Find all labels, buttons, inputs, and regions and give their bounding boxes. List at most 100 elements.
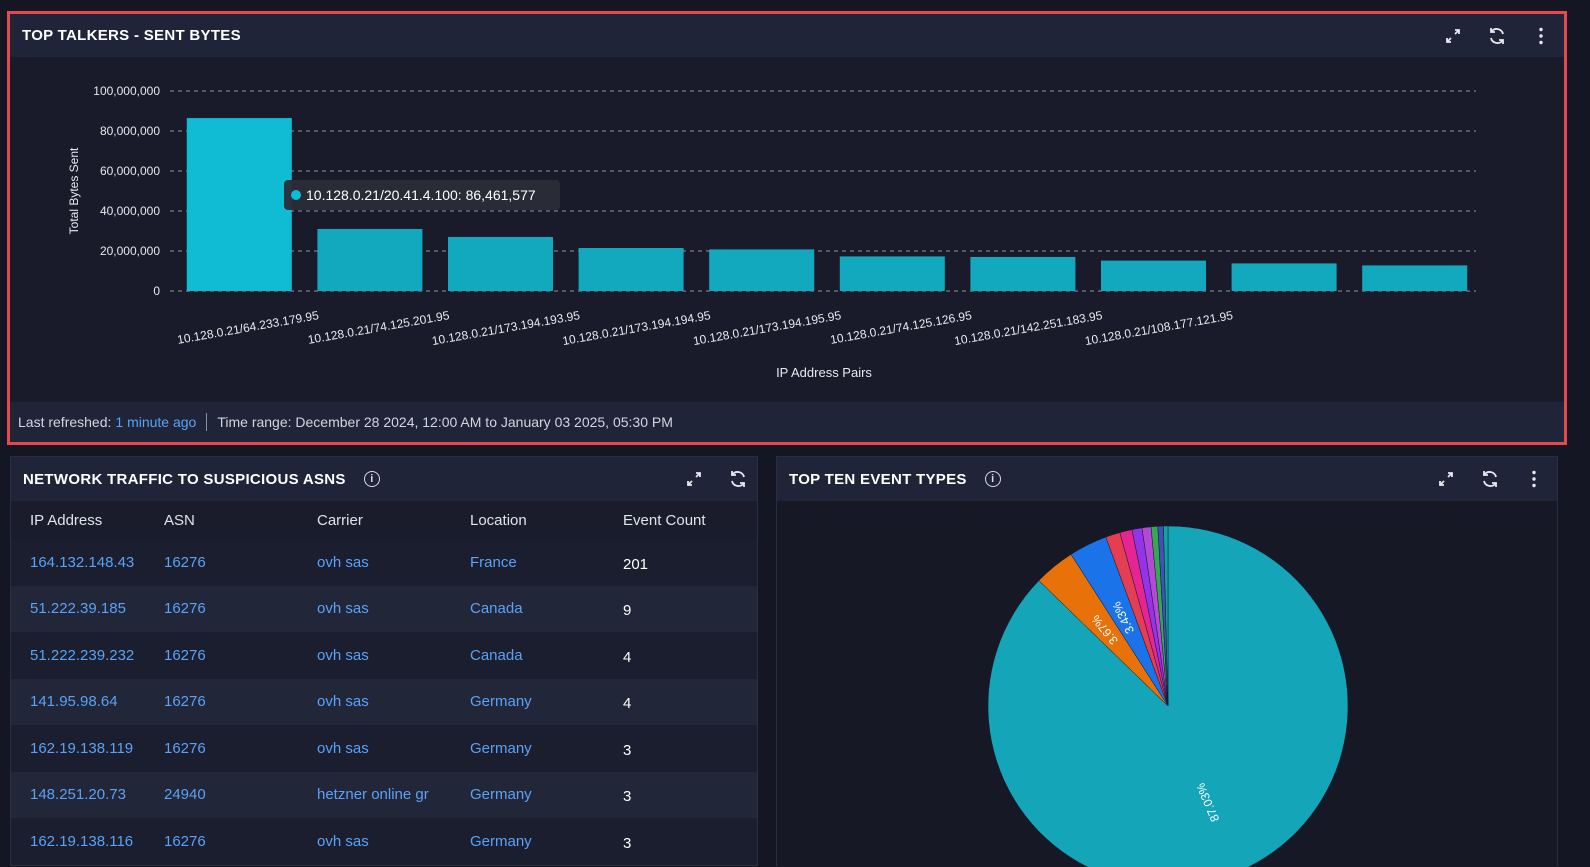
location-cell[interactable]: France bbox=[470, 553, 517, 571]
y-tick-label: 60,000,000 bbox=[100, 164, 160, 178]
bar[interactable] bbox=[186, 118, 292, 291]
bar[interactable] bbox=[317, 229, 423, 291]
refresh-icon[interactable] bbox=[1477, 466, 1503, 492]
event-count-cell: 3 bbox=[623, 788, 632, 806]
chart-footer: Last refreshed: 1 minute ago Time range:… bbox=[10, 402, 1564, 442]
ip-address-cell[interactable]: 141.95.98.64 bbox=[30, 693, 118, 711]
bar[interactable] bbox=[448, 237, 553, 291]
tooltip-box bbox=[284, 180, 560, 210]
top-talkers-panel: TOP TALKERS - SENT BYTES 0 20,000,000 40,0… bbox=[7, 11, 1567, 445]
bar[interactable] bbox=[839, 256, 945, 291]
carrier-cell[interactable]: ovh sas bbox=[317, 646, 369, 664]
ip-address-cell[interactable]: 51.222.39.185 bbox=[30, 600, 126, 618]
tooltip-marker bbox=[291, 190, 301, 200]
carrier-cell[interactable]: ovh sas bbox=[317, 693, 369, 711]
more-options-icon[interactable] bbox=[1528, 23, 1554, 49]
column-header[interactable]: IP Address bbox=[30, 511, 103, 529]
carrier-cell[interactable]: ovh sas bbox=[317, 739, 369, 757]
pie-slice[interactable] bbox=[1163, 525, 1169, 707]
info-icon[interactable]: i bbox=[984, 471, 1001, 487]
pie-chart: 87.03% 3.67% 3.43% bbox=[777, 501, 1557, 867]
asn-table: IP Address ASN Carrier Location Event Co… bbox=[11, 501, 757, 865]
expand-icon[interactable] bbox=[1433, 466, 1459, 492]
ip-address-cell[interactable]: 162.19.138.116 bbox=[30, 832, 134, 850]
asn-cell[interactable]: 16276 bbox=[164, 739, 206, 757]
carrier-cell[interactable]: hetzner online gr bbox=[317, 786, 429, 804]
location-cell[interactable]: Germany bbox=[470, 693, 532, 711]
column-header[interactable]: Location bbox=[470, 511, 527, 529]
x-tick-label: 10.128.0.21/64.233.179.95 bbox=[176, 308, 320, 347]
ip-address-cell[interactable]: 148.251.20.73 bbox=[30, 786, 126, 804]
y-axis-title: Total Bytes Sent bbox=[67, 147, 81, 234]
table-body: 164.132.148.43 16276 ovh sas France 201 51.22… bbox=[11, 539, 757, 865]
event-count-cell: 3 bbox=[623, 834, 632, 852]
refresh-icon[interactable] bbox=[725, 466, 751, 492]
bar[interactable] bbox=[578, 248, 684, 291]
x-tick-label: 10.128.0.21/142.251.183.95 bbox=[953, 308, 1104, 348]
carrier-cell[interactable]: ovh sas bbox=[317, 553, 369, 571]
panel-title: TOP TEN EVENT TYPES bbox=[789, 470, 967, 488]
last-refreshed-label: Last refreshed: bbox=[18, 414, 112, 430]
location-cell[interactable]: Canada bbox=[470, 646, 523, 664]
suspicious-asns-panel: NETWORK TRAFFIC TO SUSPICIOUS ASNS i IP … bbox=[10, 456, 758, 866]
event-count-cell: 9 bbox=[623, 602, 632, 620]
pie-chart-svg: 87.03%3.67%3.43% bbox=[987, 525, 1349, 867]
expand-icon[interactable] bbox=[1440, 23, 1466, 49]
time-range: Time range: December 28 2024, 12:00 AM t… bbox=[217, 414, 673, 430]
top-talkers-header: TOP TALKERS - SENT BYTES bbox=[10, 14, 1564, 57]
location-cell[interactable]: Germany bbox=[470, 832, 532, 850]
asn-cell[interactable]: 16276 bbox=[164, 553, 206, 571]
bar[interactable] bbox=[1101, 260, 1206, 291]
table-row: 162.19.138.119 16276 ovh sas Germany 3 bbox=[11, 725, 757, 772]
bar-chart: 0 20,000,000 40,000,000 60,000,000 80,000,00… bbox=[10, 57, 1564, 401]
y-tick-label: 40,000,000 bbox=[100, 204, 160, 218]
x-tick-label: 10.128.0.21/74.125.201.95 bbox=[307, 308, 451, 347]
asn-cell[interactable]: 24940 bbox=[164, 786, 206, 804]
x-tick-label: 10.128.0.21/173.194.193.95 bbox=[431, 308, 582, 348]
ip-address-cell[interactable]: 51.222.239.232 bbox=[30, 646, 135, 664]
expand-icon[interactable] bbox=[681, 466, 707, 492]
bar[interactable] bbox=[709, 249, 815, 291]
location-cell[interactable]: Canada bbox=[470, 600, 523, 618]
x-tick-label: 10.128.0.21/108.177.121.95 bbox=[1084, 308, 1235, 348]
column-header[interactable]: Event Count bbox=[623, 511, 706, 529]
carrier-cell[interactable]: ovh sas bbox=[317, 832, 369, 850]
event-count-cell: 201 bbox=[623, 555, 649, 573]
last-refreshed-link[interactable]: 1 minute ago bbox=[115, 414, 197, 430]
event-types-panel: TOP TEN EVENT TYPES i 87.03% 3.67% 3.43% bbox=[776, 456, 1558, 867]
asn-cell[interactable]: 16276 bbox=[164, 600, 206, 618]
panel-title: TOP TALKERS - SENT BYTES bbox=[22, 27, 241, 44]
asn-cell[interactable]: 16276 bbox=[164, 693, 206, 711]
column-header[interactable]: Carrier bbox=[317, 511, 363, 529]
tooltip-text: 10.128.0.21/20.41.4.100: 86,461,577 bbox=[306, 187, 536, 203]
pie-slice[interactable] bbox=[987, 525, 1349, 867]
table-row: 51.222.39.185 16276 ovh sas Canada 9 bbox=[11, 585, 757, 632]
ip-address-cell[interactable]: 162.19.138.119 bbox=[30, 739, 134, 757]
carrier-cell[interactable]: ovh sas bbox=[317, 600, 369, 618]
y-tick-label: 100,000,000 bbox=[93, 84, 160, 98]
bar[interactable] bbox=[1231, 263, 1337, 291]
event-count-cell: 4 bbox=[623, 648, 632, 666]
x-tick-label: 10.128.0.21/173.194.195.95 bbox=[692, 308, 843, 348]
y-tick-label: 0 bbox=[153, 284, 160, 298]
tooltip: 10.128.0.21/20.41.4.100: 86,461,577 bbox=[284, 180, 560, 210]
bar[interactable] bbox=[970, 257, 1076, 291]
location-cell[interactable]: Germany bbox=[470, 739, 532, 757]
asn-cell[interactable]: 16276 bbox=[164, 832, 206, 850]
table-row: 164.132.148.43 16276 ovh sas France 201 bbox=[11, 539, 757, 586]
bar[interactable] bbox=[1362, 265, 1468, 291]
refresh-icon[interactable] bbox=[1484, 23, 1510, 49]
asn-panel-header: NETWORK TRAFFIC TO SUSPICIOUS ASNS i bbox=[11, 457, 757, 501]
more-options-icon[interactable] bbox=[1521, 466, 1547, 492]
event-count-cell: 3 bbox=[623, 741, 632, 759]
info-icon[interactable]: i bbox=[363, 471, 380, 487]
x-axis-title: IP Address Pairs bbox=[776, 365, 872, 380]
table-row: 141.95.98.64 16276 ovh sas Germany 4 bbox=[11, 678, 757, 725]
x-tick-label: 10.128.0.21/74.125.126.95 bbox=[829, 308, 973, 347]
ip-address-cell[interactable]: 164.132.148.43 bbox=[30, 553, 135, 571]
column-header[interactable]: ASN bbox=[164, 511, 195, 529]
table-row: 51.222.239.232 16276 ovh sas Canada 4 bbox=[11, 632, 757, 679]
location-cell[interactable]: Germany bbox=[470, 786, 532, 804]
asn-cell[interactable]: 16276 bbox=[164, 646, 206, 664]
footer-divider bbox=[206, 413, 208, 431]
